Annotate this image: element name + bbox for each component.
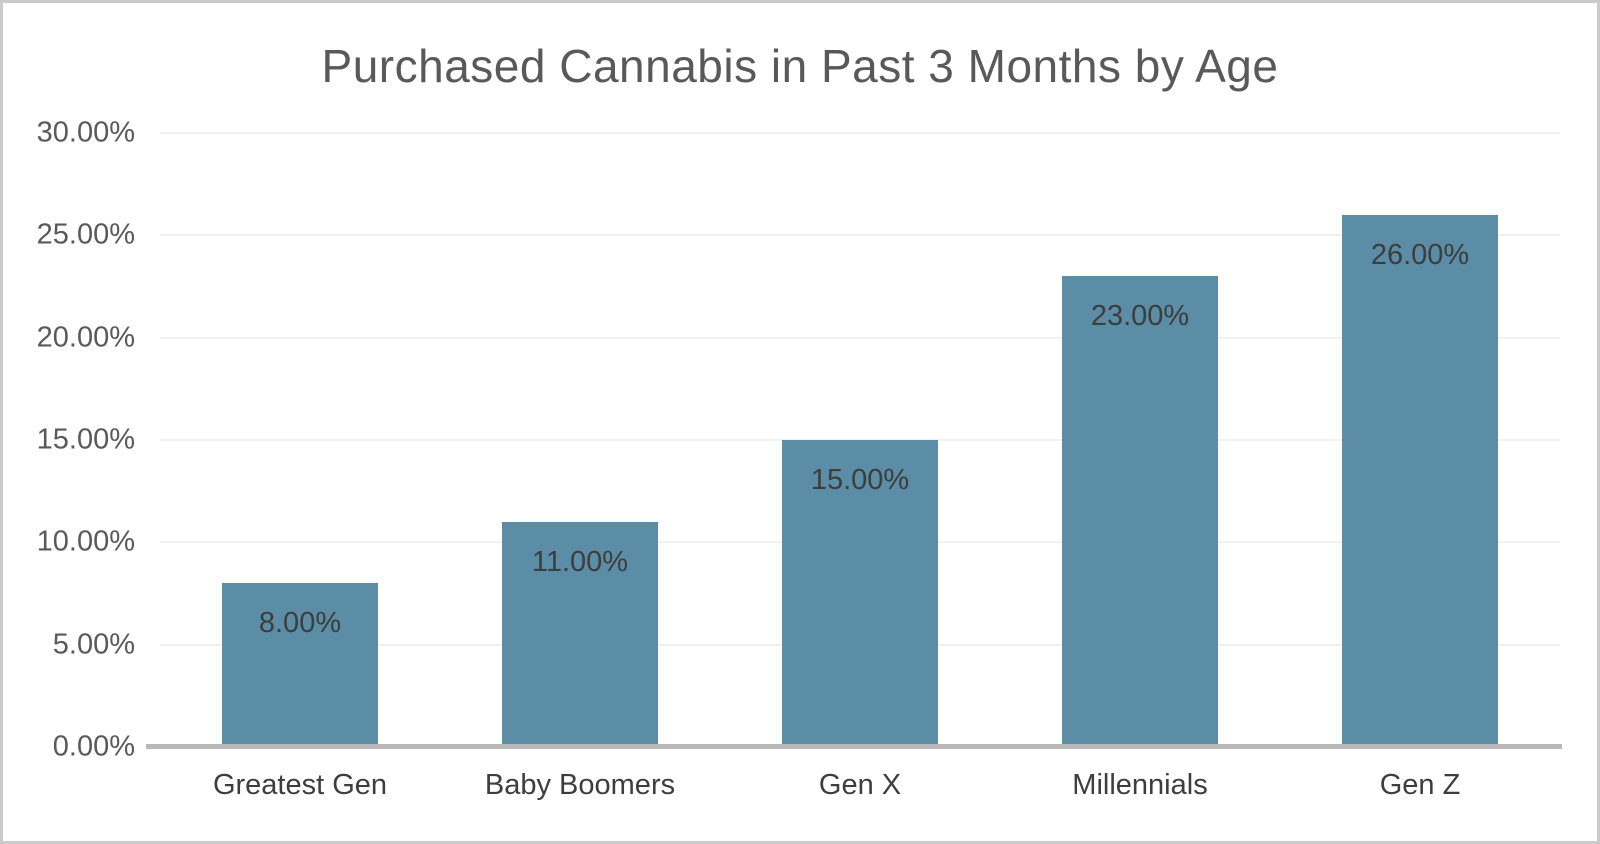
y-tick-label: 5.00% [52,628,135,661]
bar-value-label: 8.00% [258,607,342,640]
chart-title: Purchased Cannabis in Past 3 Months by A… [321,40,1279,92]
y-tick-label: 15.00% [36,423,135,456]
bar-slot: 8.00% [160,133,440,747]
x-tick-label: Gen Z [1379,769,1461,801]
y-tick-label: 0.00% [52,730,135,763]
y-tick-label: 30.00% [36,116,135,149]
bar-value-label: 23.00% [1090,300,1190,333]
y-tick-label: 10.00% [36,525,135,558]
x-tick-label: Greatest Gen [212,769,388,801]
bar-value-label: 26.00% [1370,238,1470,271]
x-tick-label: Gen X [818,769,902,801]
y-tick-label: 25.00% [36,218,135,251]
gridline [160,336,1560,339]
x-axis-line [146,744,1562,749]
plot-area: 8.00% 11.00% 15.00% 23.00% 26.00% [146,132,1562,749]
gridline [160,234,1560,237]
x-axis: Greatest Gen Baby Boomers Gen X Millennials… [160,769,1560,813]
bar-value-label: 15.00% [810,464,910,496]
bar-slot: 26.00% [1280,133,1560,747]
bar-gen-z: 26.00% [1341,214,1499,747]
gridline [160,132,1560,134]
bar-baby-boomers: 11.00% [501,521,659,747]
bar-slot: 11.00% [440,133,720,747]
y-axis: 0.00% 5.00% 10.00% 15.00% 20.00% 25.00% 30.00% [3,3,135,844]
bar-gen-x: 15.00% [781,440,939,747]
bar-millennials: 23.00% [1061,276,1219,747]
bar-slot: 15.00% [720,133,1000,747]
x-tick-label: Baby Boomers [484,769,676,801]
bar-value-label: 11.00% [531,545,629,578]
x-tick-label: Millennials [1072,769,1208,801]
y-tick-label: 20.00% [36,321,135,354]
bar-slot: 23.00% [1000,133,1280,747]
bar-greatest-gen: 8.00% [221,583,379,747]
